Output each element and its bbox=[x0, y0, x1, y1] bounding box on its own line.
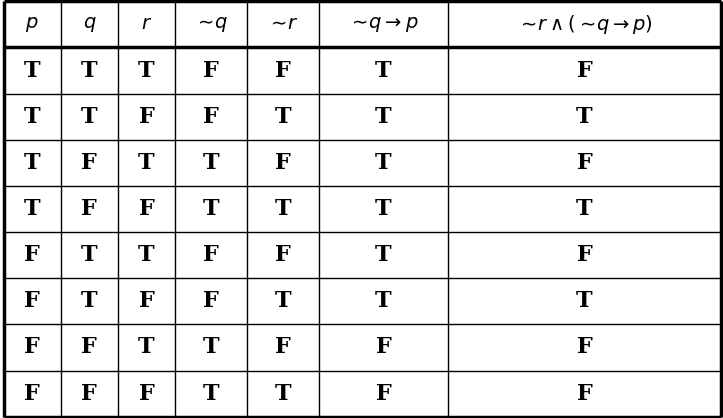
Text: T: T bbox=[275, 382, 291, 405]
Text: T: T bbox=[275, 198, 291, 220]
Text: T: T bbox=[81, 106, 98, 127]
Text: T: T bbox=[138, 152, 155, 174]
Text: T: T bbox=[375, 59, 392, 82]
Text: $\sim\! r$: $\sim\! r$ bbox=[267, 15, 299, 33]
Text: T: T bbox=[202, 198, 219, 220]
Text: T: T bbox=[275, 106, 291, 127]
Text: T: T bbox=[138, 336, 155, 359]
Text: F: F bbox=[82, 152, 97, 174]
Text: F: F bbox=[139, 291, 155, 312]
Text: F: F bbox=[203, 106, 219, 127]
Text: T: T bbox=[576, 198, 593, 220]
Text: F: F bbox=[375, 336, 391, 359]
Text: F: F bbox=[82, 198, 97, 220]
Text: F: F bbox=[25, 336, 40, 359]
Text: $\sim\! q \rightarrow p$: $\sim\! q \rightarrow p$ bbox=[348, 15, 419, 34]
Text: F: F bbox=[275, 59, 291, 82]
Text: T: T bbox=[202, 152, 219, 174]
Text: F: F bbox=[203, 244, 219, 266]
Text: T: T bbox=[138, 59, 155, 82]
Text: T: T bbox=[375, 198, 392, 220]
Text: F: F bbox=[576, 336, 592, 359]
Text: F: F bbox=[576, 59, 592, 82]
Text: T: T bbox=[375, 106, 392, 127]
Text: F: F bbox=[82, 382, 97, 405]
Text: F: F bbox=[576, 152, 592, 174]
Text: T: T bbox=[275, 291, 291, 312]
Text: F: F bbox=[203, 59, 219, 82]
Text: $p$: $p$ bbox=[25, 15, 39, 34]
Text: F: F bbox=[139, 382, 155, 405]
Text: $q$: $q$ bbox=[82, 15, 96, 34]
Text: F: F bbox=[275, 152, 291, 174]
Text: F: F bbox=[203, 291, 219, 312]
Text: F: F bbox=[25, 291, 40, 312]
Text: T: T bbox=[138, 244, 155, 266]
Text: T: T bbox=[24, 106, 40, 127]
Text: F: F bbox=[275, 336, 291, 359]
Text: T: T bbox=[81, 59, 98, 82]
Text: T: T bbox=[81, 244, 98, 266]
Text: F: F bbox=[375, 382, 391, 405]
Text: T: T bbox=[375, 244, 392, 266]
Text: F: F bbox=[82, 336, 97, 359]
Text: T: T bbox=[24, 59, 40, 82]
Text: F: F bbox=[576, 244, 592, 266]
Text: T: T bbox=[202, 336, 219, 359]
Text: T: T bbox=[375, 152, 392, 174]
Text: $\sim\! q$: $\sim\! q$ bbox=[194, 15, 228, 34]
Text: T: T bbox=[576, 291, 593, 312]
Text: $r$: $r$ bbox=[141, 15, 152, 33]
Text: T: T bbox=[375, 291, 392, 312]
Text: T: T bbox=[576, 106, 593, 127]
Text: T: T bbox=[81, 291, 98, 312]
Text: F: F bbox=[25, 382, 40, 405]
Text: F: F bbox=[139, 106, 155, 127]
Text: T: T bbox=[24, 198, 40, 220]
Text: F: F bbox=[139, 198, 155, 220]
Text: F: F bbox=[576, 382, 592, 405]
Text: F: F bbox=[275, 244, 291, 266]
Text: T: T bbox=[24, 152, 40, 174]
Text: F: F bbox=[25, 244, 40, 266]
Text: $\sim\! r \wedge (\sim\! q \rightarrow p)$: $\sim\! r \wedge (\sim\! q \rightarrow p… bbox=[516, 13, 652, 36]
Text: T: T bbox=[202, 382, 219, 405]
